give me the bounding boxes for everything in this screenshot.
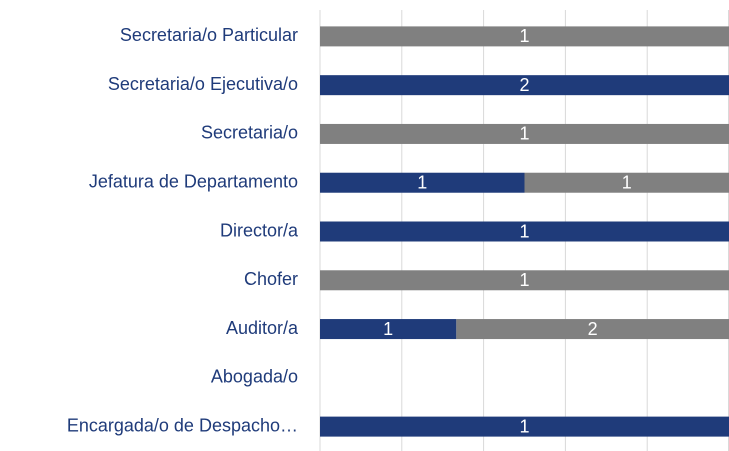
bar-segment — [320, 123, 729, 144]
y-tick-label: Chofer — [244, 269, 298, 289]
data-label: 1 — [417, 172, 427, 192]
bar-segment — [320, 416, 729, 437]
data-label: 1 — [519, 221, 529, 241]
y-tick-label: Secretaria/o — [201, 123, 298, 143]
y-tick-label: Jefatura de Departamento — [89, 171, 298, 191]
data-label: 1 — [519, 124, 529, 144]
data-label: 1 — [383, 319, 393, 339]
data-label: 1 — [519, 416, 529, 436]
data-label: 1 — [622, 172, 632, 192]
y-tick-label: Secretaria/o Particular — [120, 25, 298, 45]
bar-segment — [524, 172, 729, 193]
bar-segment — [456, 319, 729, 340]
data-label: 1 — [519, 26, 529, 46]
bar-segment — [320, 75, 729, 96]
data-label: 2 — [588, 319, 598, 339]
y-tick-label: Secretaria/o Ejecutiva/o — [108, 74, 298, 94]
bar-segment — [320, 319, 457, 340]
data-label: 1 — [519, 270, 529, 290]
data-label: 2 — [519, 75, 529, 95]
bar-segment — [320, 26, 729, 47]
y-tick-label: Encargada/o de Despacho… — [67, 415, 298, 435]
y-tick-label: Auditor/a — [226, 318, 299, 338]
bar-segment — [320, 172, 525, 193]
y-tick-label: Director/a — [220, 220, 299, 240]
y-tick-label: Abogada/o — [211, 367, 298, 387]
bar-segment — [320, 221, 729, 242]
bar-segment — [320, 270, 729, 291]
